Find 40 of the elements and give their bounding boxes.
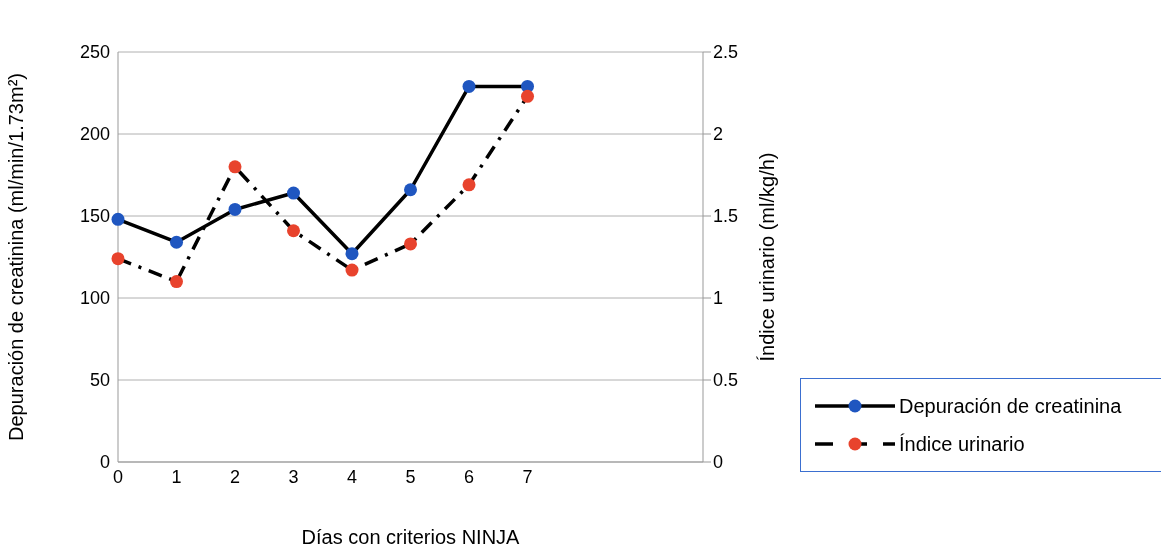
y-tick-label: 200: [79, 124, 110, 145]
y2-tick-label: 2: [713, 124, 724, 145]
y-tick-label: 50: [89, 370, 110, 391]
legend-label: Depuración de creatinina: [899, 394, 1122, 418]
y-axis-title: Depuración de creatinina (ml/min/1.73m²): [5, 73, 28, 441]
y2-tick-label: 0: [713, 452, 724, 473]
point: [287, 186, 300, 200]
y2-axis-title: Índice urinario (ml/kg/h): [756, 152, 779, 362]
point: [521, 89, 534, 103]
y-tick-label: 250: [79, 42, 110, 63]
y2-tick-label: 2.5: [713, 42, 739, 63]
x-tick-label: 0: [112, 466, 124, 487]
x-tick-label: 6: [463, 466, 475, 487]
x-tick-label: 1: [171, 466, 182, 487]
point: [345, 247, 359, 261]
legend-label: Índice urinario: [899, 432, 1025, 456]
x-axis-title: Días con criterios NINJA: [301, 526, 521, 548]
point: [462, 178, 476, 192]
y2-tick-label: 0.5: [713, 370, 739, 391]
point: [404, 183, 417, 197]
x-tick-label: 2: [229, 466, 241, 487]
y2-tick-label: 1.5: [713, 206, 739, 227]
x-tick-label: 4: [346, 466, 358, 487]
y2-tick-label: 1: [713, 288, 724, 309]
point: [170, 275, 183, 289]
point: [462, 79, 476, 93]
point: [170, 235, 183, 249]
point: [111, 252, 125, 266]
point: [228, 160, 242, 174]
y-tick-label: 150: [79, 206, 110, 227]
x-tick-label: 5: [405, 466, 416, 487]
point: [111, 212, 125, 226]
y-tick-label: 0: [99, 452, 110, 473]
y-tick-label: 100: [79, 288, 110, 309]
x-tick-label: 3: [288, 466, 299, 487]
point: [228, 202, 242, 216]
point: [287, 224, 300, 238]
point: [404, 237, 417, 251]
x-tick-label: 7: [522, 466, 533, 487]
point: [345, 263, 359, 277]
